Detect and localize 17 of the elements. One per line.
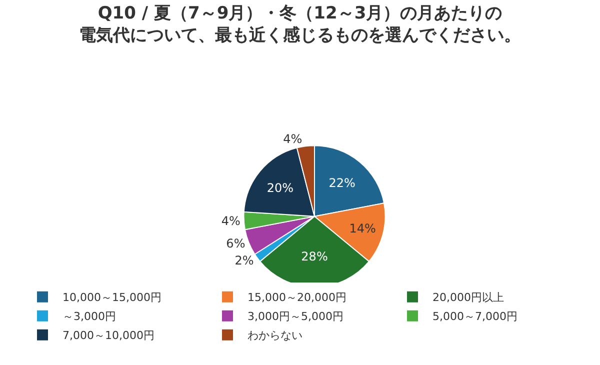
legend-label: 7,000～10,000円 bbox=[62, 329, 154, 342]
legend-label: ～3,000円 bbox=[62, 310, 116, 324]
legend-label: 15,000～20,000円 bbox=[248, 291, 346, 304]
data-label: 28% bbox=[301, 249, 328, 264]
data-label: 6% bbox=[226, 236, 246, 250]
data-label: 22% bbox=[328, 176, 356, 190]
data-label: 20% bbox=[266, 180, 294, 195]
legend-label: 5,000～7,000円 bbox=[432, 310, 518, 324]
chart-title: Q10 / 夏（7～9月）・冬（12～3月）の月あたりの電気代について、最も近く感じるものを選んでください。 bbox=[79, 3, 521, 46]
legend-label: わからない bbox=[248, 329, 302, 342]
legend-label: 20,000円以上 bbox=[432, 291, 504, 304]
data-label: 4% bbox=[221, 214, 240, 228]
legend-label: 3,000円～5,000円 bbox=[248, 310, 344, 324]
data-label: 2% bbox=[234, 253, 254, 268]
legend-label: 10,000～15,000円 bbox=[62, 291, 162, 304]
data-label: 4% bbox=[283, 132, 302, 146]
data-label: 14% bbox=[349, 222, 376, 236]
